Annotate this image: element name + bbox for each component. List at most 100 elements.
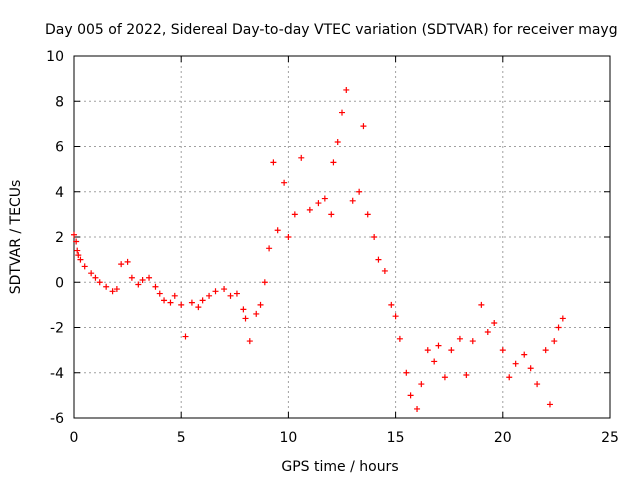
x-tick-label: 0 bbox=[70, 430, 79, 446]
data-point bbox=[542, 347, 549, 354]
data-point bbox=[343, 86, 350, 93]
data-point bbox=[92, 274, 99, 281]
data-point bbox=[246, 338, 253, 345]
grid bbox=[74, 56, 610, 418]
y-tick-label: -4 bbox=[50, 366, 64, 382]
data-point bbox=[206, 292, 213, 299]
x-tick-label: 25 bbox=[601, 430, 619, 446]
data-point bbox=[128, 274, 135, 281]
data-points bbox=[71, 86, 566, 412]
chart-title: Day 005 of 2022, Sidereal Day-to-day VTE… bbox=[45, 22, 618, 38]
data-point bbox=[499, 347, 506, 354]
data-point bbox=[360, 123, 367, 130]
data-point bbox=[274, 227, 281, 234]
data-point bbox=[195, 304, 202, 311]
data-point bbox=[227, 292, 234, 299]
data-point bbox=[371, 234, 378, 240]
data-point bbox=[306, 206, 313, 213]
y-axis-label: SDTVAR / TECUs bbox=[8, 180, 24, 295]
data-point bbox=[388, 301, 395, 308]
data-point bbox=[356, 188, 363, 195]
data-point bbox=[152, 283, 159, 290]
data-point bbox=[534, 381, 541, 388]
x-axis-label: GPS time / hours bbox=[281, 459, 398, 475]
data-point bbox=[270, 159, 277, 166]
data-point bbox=[375, 256, 382, 263]
data-point bbox=[261, 279, 268, 286]
data-point bbox=[242, 315, 249, 322]
data-point bbox=[96, 279, 103, 286]
data-point bbox=[171, 292, 178, 299]
data-point bbox=[321, 195, 328, 202]
data-point bbox=[73, 238, 80, 245]
y-tick-label: -2 bbox=[50, 321, 64, 337]
data-point bbox=[339, 109, 345, 116]
y-tick-label: 4 bbox=[55, 185, 64, 201]
data-point bbox=[349, 197, 356, 204]
data-point bbox=[403, 369, 410, 376]
data-point bbox=[521, 351, 528, 358]
data-point bbox=[328, 211, 335, 218]
data-point bbox=[71, 231, 77, 238]
data-point bbox=[555, 324, 562, 331]
data-point bbox=[146, 274, 153, 281]
data-point bbox=[81, 263, 88, 270]
data-point bbox=[392, 313, 399, 320]
data-point bbox=[77, 256, 84, 263]
data-point bbox=[512, 360, 519, 367]
data-point bbox=[188, 299, 195, 306]
data-point bbox=[161, 297, 168, 304]
data-point bbox=[253, 310, 260, 317]
data-point bbox=[435, 342, 442, 349]
data-point bbox=[74, 247, 81, 254]
data-point bbox=[330, 159, 337, 166]
data-point bbox=[407, 392, 414, 399]
data-point bbox=[414, 405, 421, 412]
data-point bbox=[559, 315, 566, 322]
data-point bbox=[124, 258, 131, 265]
data-point bbox=[484, 329, 491, 336]
data-point bbox=[212, 288, 219, 295]
data-point bbox=[551, 338, 558, 345]
data-point bbox=[233, 290, 240, 297]
x-tick-label: 10 bbox=[279, 430, 297, 446]
y-tick-label: 6 bbox=[55, 140, 64, 156]
data-point bbox=[167, 299, 174, 306]
data-point bbox=[463, 372, 470, 379]
data-point bbox=[381, 267, 388, 274]
data-point bbox=[221, 286, 228, 293]
y-tick-label: 0 bbox=[55, 275, 64, 291]
data-point bbox=[113, 286, 120, 293]
data-point bbox=[546, 401, 553, 408]
data-point bbox=[109, 288, 116, 295]
y-tick-label: 10 bbox=[46, 49, 64, 65]
data-point bbox=[135, 281, 142, 288]
data-point bbox=[281, 179, 288, 186]
data-point bbox=[103, 283, 110, 290]
axes: 0 5 10 15 20 25 -6 -4 -2 0 2 4 6 8 10 bbox=[46, 49, 619, 446]
data-point bbox=[448, 347, 455, 354]
data-point bbox=[75, 252, 82, 259]
y-tick-label: 2 bbox=[55, 230, 64, 246]
data-point bbox=[291, 211, 298, 218]
data-point bbox=[315, 200, 322, 207]
y-tick-label: 8 bbox=[55, 94, 64, 110]
data-point bbox=[424, 347, 431, 354]
x-tick-label: 5 bbox=[177, 430, 186, 446]
data-point bbox=[506, 374, 513, 381]
data-point bbox=[88, 270, 95, 277]
data-point bbox=[431, 358, 438, 365]
data-point bbox=[285, 234, 292, 240]
data-point bbox=[240, 306, 247, 313]
data-point bbox=[527, 365, 534, 372]
y-tick-label: -6 bbox=[50, 411, 64, 427]
x-tick-label: 15 bbox=[387, 430, 405, 446]
data-point bbox=[418, 381, 425, 388]
data-point bbox=[334, 138, 341, 145]
data-point bbox=[396, 335, 403, 342]
data-point bbox=[298, 154, 305, 161]
data-point bbox=[478, 301, 485, 308]
data-point bbox=[364, 211, 371, 218]
data-point bbox=[456, 335, 463, 342]
